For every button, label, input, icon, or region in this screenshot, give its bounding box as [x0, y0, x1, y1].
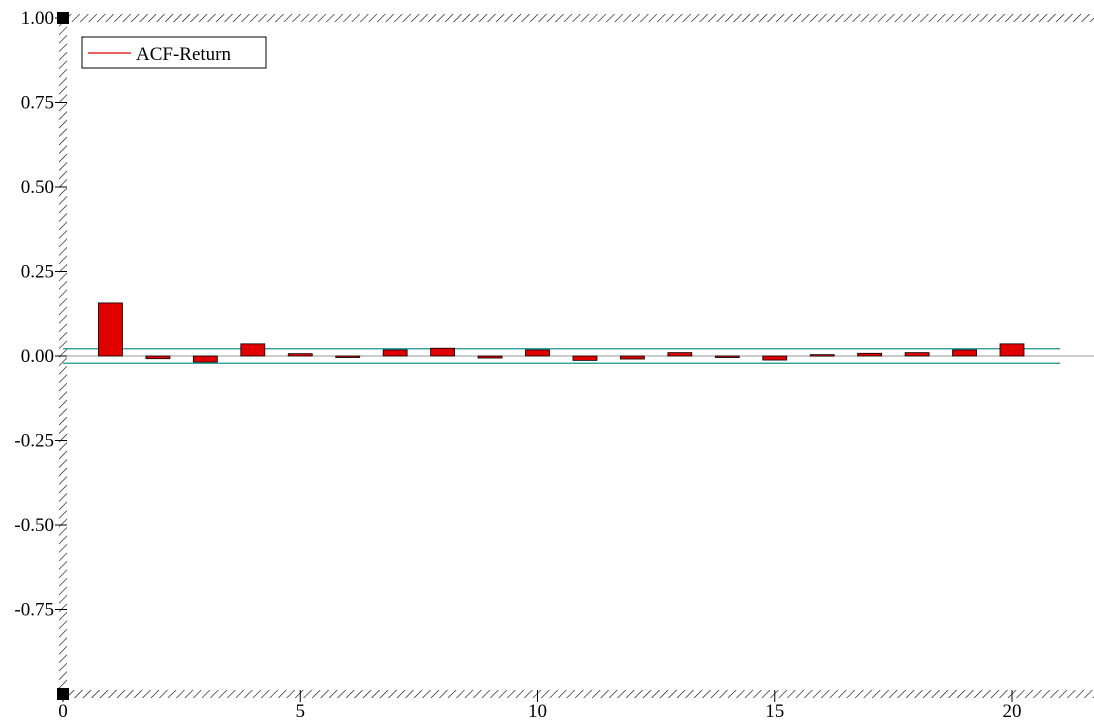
- y-tick-label: -0.75: [14, 600, 54, 621]
- acf-bar: [809, 354, 835, 357]
- x-axis-band: [63, 690, 1094, 698]
- acf-bar: [145, 355, 171, 360]
- acf-bar: [714, 355, 740, 358]
- x-tick-label: 5: [296, 701, 306, 720]
- acf-bar: [572, 355, 598, 361]
- x-tick-label: 10: [528, 701, 547, 720]
- y-tick-label: -0.50: [14, 515, 54, 536]
- acf-bar: [667, 352, 693, 357]
- y-tick-label: 0.25: [21, 262, 54, 283]
- acf-bar: [287, 353, 313, 357]
- x-tick-label: 0: [58, 701, 68, 720]
- acf-bar: [904, 352, 930, 357]
- y-tick-label: 1.00: [21, 8, 54, 29]
- acf-bar: [335, 355, 361, 358]
- x-tick-label: 20: [1003, 701, 1022, 720]
- acf-bar: [620, 355, 645, 360]
- x-tick-label: 15: [765, 701, 784, 720]
- acf-bar: [999, 343, 1025, 357]
- acf-bar: [240, 343, 266, 357]
- legend-label: ACF-Return: [136, 44, 232, 65]
- y-tick-label: 0.00: [21, 346, 54, 367]
- acf-bar: [192, 355, 218, 363]
- acf-bar: [477, 355, 503, 359]
- y-tick-label: 0.75: [21, 93, 54, 114]
- y-tick-label: 0.50: [21, 177, 54, 198]
- acf-bar: [98, 302, 123, 357]
- acf-bar: [762, 355, 788, 361]
- acf-bar: [382, 349, 408, 357]
- acf-bar: [430, 347, 456, 357]
- acf-bar: [525, 349, 550, 357]
- y-tick-label: -0.25: [14, 431, 54, 452]
- top-axis-band: [63, 14, 1094, 22]
- acf-bar: [952, 349, 977, 357]
- acf-bar: [857, 352, 883, 357]
